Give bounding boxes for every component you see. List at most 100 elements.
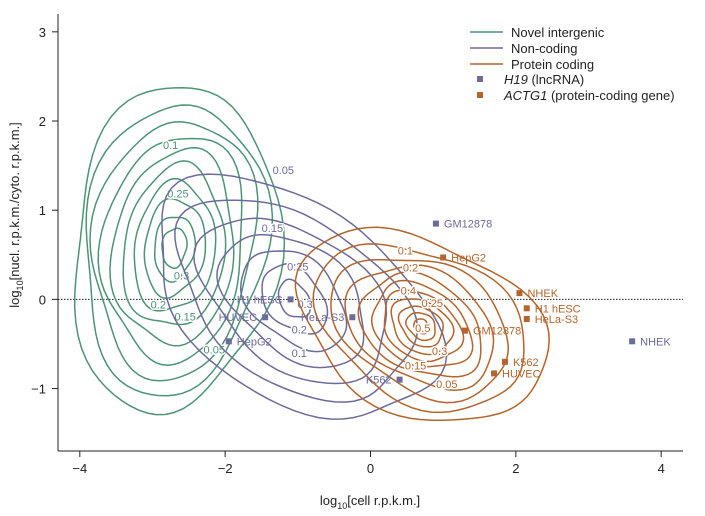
contour-ring — [89, 121, 259, 382]
contour-ring — [161, 173, 448, 420]
cell-line-label: GM12878 — [473, 326, 521, 338]
contour-ring — [85, 104, 274, 397]
x-axis-label-rest: [cell r.p.k.m.] — [347, 493, 420, 508]
cell-line-marker — [396, 376, 403, 383]
legend-label-actg1-rest: (protein-coding gene) — [547, 88, 674, 103]
cell-line-marker — [501, 358, 508, 365]
y-tick-label: 1 — [39, 203, 46, 218]
contour-level-label: 0.5 — [415, 323, 430, 335]
cell-line-label: NHEK — [640, 336, 671, 348]
legend-label-noncoding: Non-coding — [511, 41, 578, 56]
legend: Novel intergenic Non-coding Protein codi… — [470, 25, 675, 103]
cell-line-label: HUVEC — [219, 312, 258, 324]
contour-ring — [405, 311, 436, 342]
cell-line-label: HUVEC — [502, 368, 541, 380]
contour-ring — [294, 226, 550, 421]
legend-label-h19-rest: (lncRNA) — [528, 72, 584, 87]
cell-line-marker — [629, 338, 636, 345]
cell-line-label: K562 — [366, 375, 392, 387]
contour-ring — [357, 271, 482, 378]
cell-line-marker — [262, 314, 269, 321]
legend-marker-actg1 — [477, 92, 483, 98]
contour-level-label: 0.1 — [398, 245, 413, 257]
contour-level-label: 0.15 — [405, 360, 426, 372]
contour-level-label: 0.2 — [403, 262, 418, 274]
cell-line-marker — [432, 220, 439, 227]
contour-series: 0.1 0.25 0.3 0.2 0.15 0.05 — [73, 87, 286, 416]
contour-level-label: 0.1 — [163, 140, 178, 152]
cell-line-marker — [491, 370, 498, 377]
contour-ring — [109, 147, 235, 347]
contour-level-label: 0.25 — [167, 188, 188, 200]
y-tick-label: 3 — [39, 25, 46, 40]
contour-ring — [161, 227, 188, 270]
contour-level-label: 0.4 — [401, 285, 416, 297]
contour-ring — [143, 197, 207, 300]
legend-label-actg1-italic: ACTG1 — [503, 88, 547, 103]
y-axis-label-prefix: log — [7, 290, 22, 307]
cell-line-label: HepG2 — [237, 336, 272, 348]
x-axis-label-prefix: log — [320, 493, 337, 508]
contour-ring — [397, 305, 444, 348]
contour-ring — [174, 199, 419, 403]
contour-ring — [330, 258, 510, 404]
x-tick-label: −2 — [218, 461, 233, 476]
legend-marker-h19 — [477, 76, 483, 82]
cell-line-marker — [523, 316, 530, 323]
contour-ring — [261, 263, 329, 335]
contour-ring — [239, 250, 348, 353]
y-tick-label: −1 — [31, 382, 46, 397]
y-axis-label-rest: [nucl. r.p.k.m./cyto. r.p.k.m.] — [7, 122, 22, 280]
x-axis-label: log10[cell r.p.k.m.] — [320, 493, 420, 511]
contour-ring — [390, 298, 455, 356]
cell-line-marker — [461, 327, 468, 334]
cell-line-marker — [516, 290, 523, 297]
cell-line-points: GM12878 H1 hESC HUVEC HeLa-S3 HepG2 K562 NHEK H… — [219, 219, 672, 387]
cell-line-label: HepG2 — [451, 252, 486, 264]
contour-ring — [413, 318, 430, 335]
contour-ring — [277, 278, 312, 318]
contour-series: 0.1 0.2 0.4 0.25 0.50.3 0.15 0.05 — [294, 226, 550, 421]
y-ticks: −1 0 1 2 3 — [31, 25, 58, 397]
x-tick-label: 2 — [512, 461, 519, 476]
y-axis-label: log10[nucl. r.p.k.m./cyto. r.p.k.m.] — [7, 122, 25, 308]
cell-line-marker — [287, 296, 294, 303]
x-ticks: −4 −2 0 2 4 — [72, 451, 665, 476]
contour-level-label: 0.15 — [174, 311, 195, 323]
contour-series: 0.05 0.15 0.25 0.3 0.2 0.1 — [161, 164, 448, 420]
contour-ring — [312, 243, 525, 414]
contour-level-label: 0.3 — [432, 346, 447, 358]
contour-level-label: 0.15 — [262, 223, 283, 235]
contour-ring — [153, 216, 197, 283]
cell-line-label: H1 hESC — [535, 303, 581, 315]
cell-line-label: HeLa-S3 — [535, 314, 578, 326]
cell-line-label: NHEK — [527, 288, 558, 300]
cell-line-marker — [225, 338, 232, 345]
legend-label-h19-italic: H19 — [504, 72, 528, 87]
x-tick-label: −4 — [72, 461, 87, 476]
contour-level-label: 0.3 — [174, 270, 189, 282]
legend-label-actg1: ACTG1 (protein-coding gene) — [503, 88, 675, 103]
contour-ring — [344, 264, 495, 391]
y-axis-label-sub: 10 — [15, 280, 25, 290]
contour-level-label: 0.2 — [292, 325, 307, 337]
contour-level-label: 0.05 — [204, 344, 225, 356]
contour-level-label: 0.2 — [151, 300, 166, 312]
cell-line-label: H1 hESC — [237, 294, 283, 306]
contour-ring — [97, 137, 243, 366]
contour-level-label: 0.25 — [287, 261, 308, 273]
contour-level-label: 0.1 — [292, 348, 307, 360]
cell-line-marker — [349, 314, 356, 321]
cell-line-label: GM12878 — [444, 219, 492, 231]
cell-line-label: K562 — [513, 357, 539, 369]
plot-area: 0.10.250.30.20.150.050.050.150.250.30.20… — [58, 87, 683, 421]
contour-ring — [383, 289, 465, 363]
y-tick-label: 0 — [39, 292, 46, 307]
cell-line-label: HeLa-S3 — [301, 312, 344, 324]
cell-line-marker — [440, 254, 447, 261]
cell-line-marker — [523, 305, 530, 312]
y-tick-label: 2 — [39, 114, 46, 129]
legend-label-h19: H19 (lncRNA) — [504, 72, 584, 87]
contour-level-label: 0.05 — [436, 379, 457, 391]
